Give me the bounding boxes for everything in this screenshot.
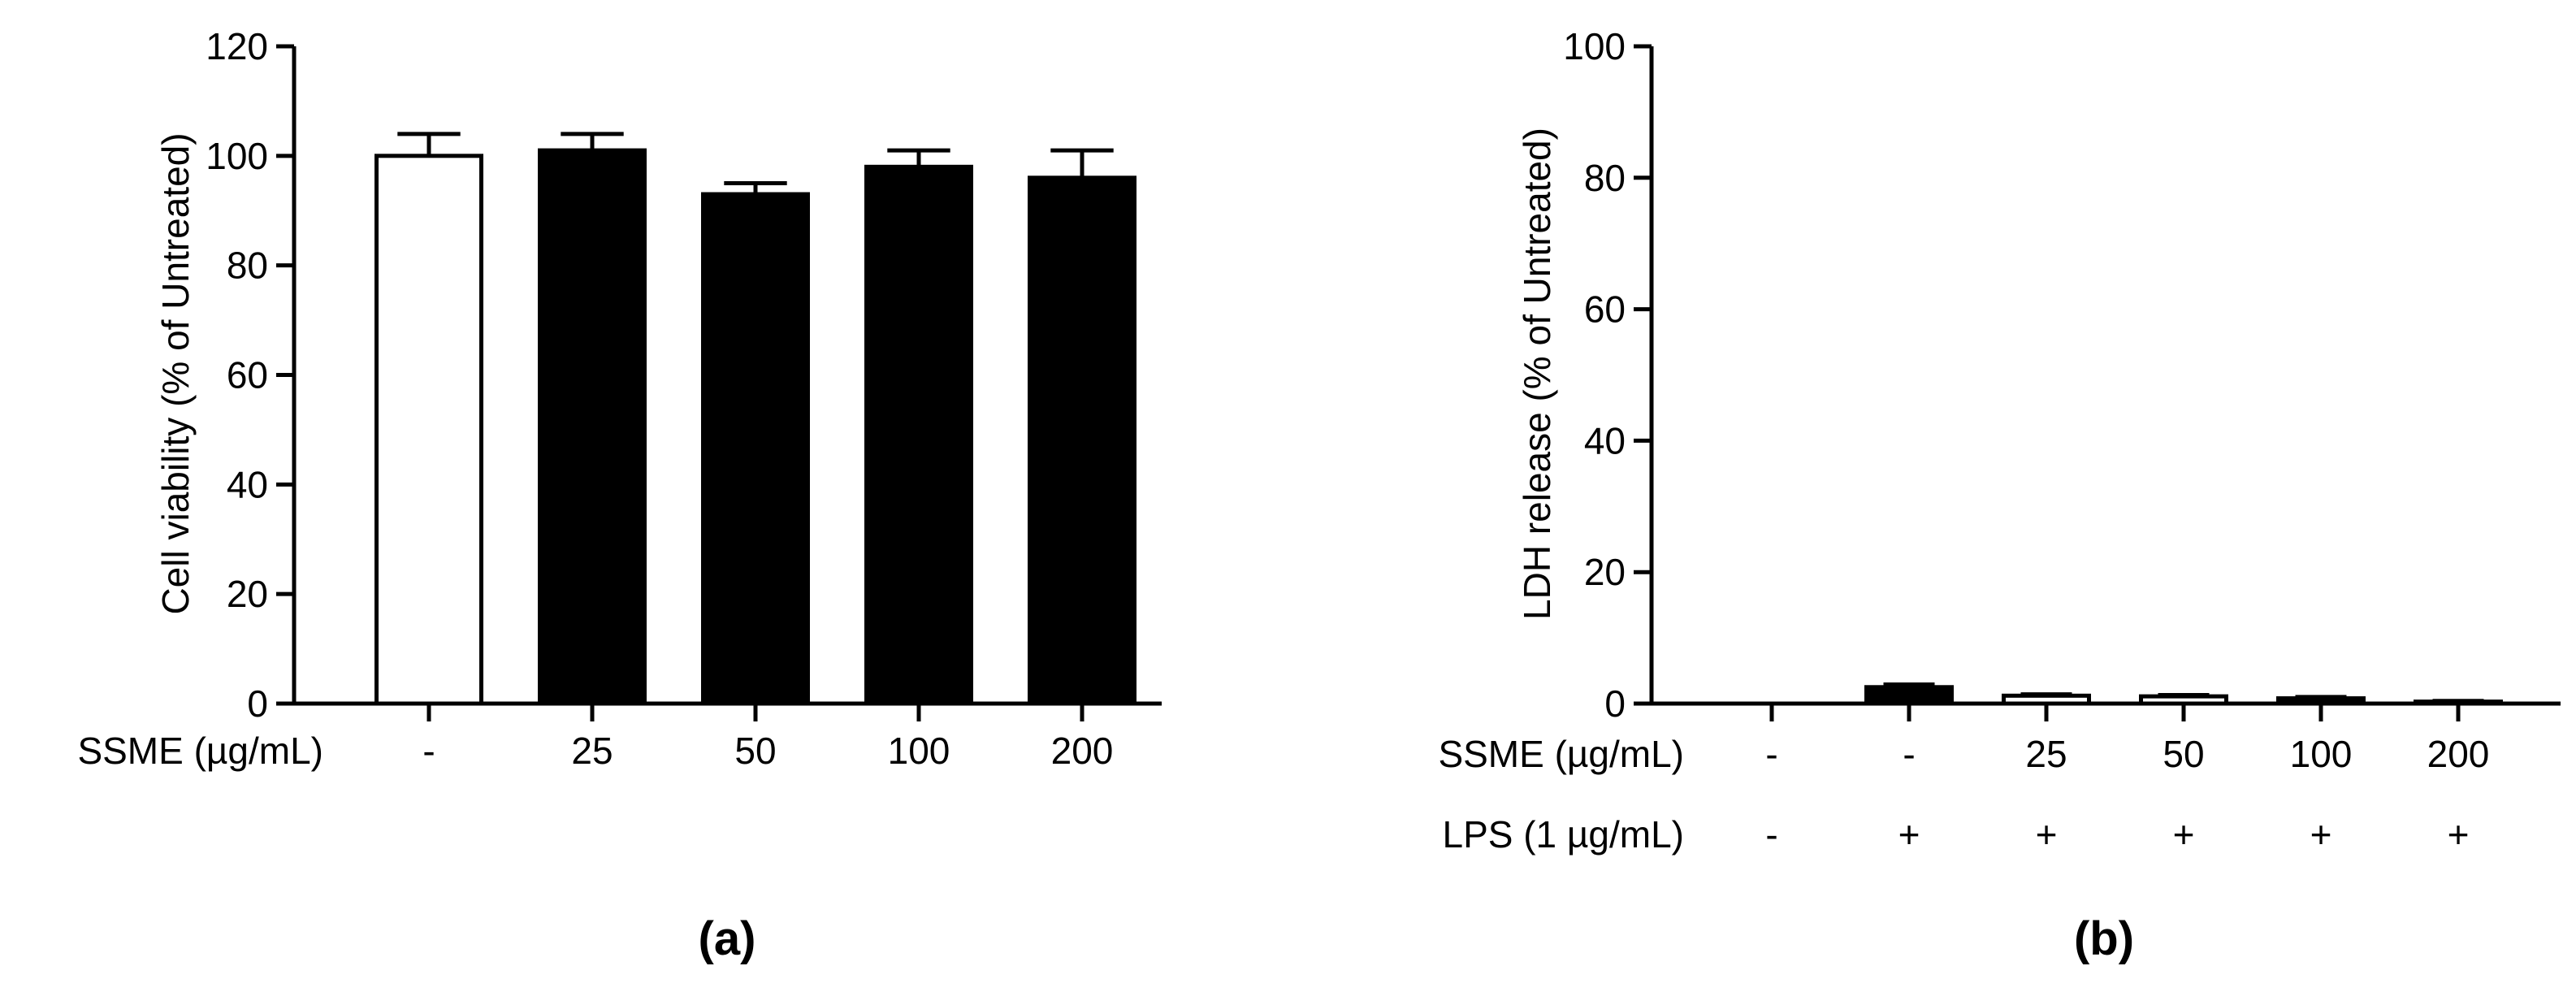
panel-b-label: (b): [2074, 912, 2134, 965]
panel-a-y-axis-title: Cell viability (% of Untreated): [154, 132, 197, 614]
panel-b-bar: [2139, 694, 2228, 706]
panel-b-y-tick-label: 40: [1584, 419, 1626, 461]
panel-b-y-tick-label: 100: [1563, 25, 1626, 67]
panel-b-x-tick-label: 50: [2163, 733, 2204, 775]
panel-b-x-tick-label: 100: [2290, 733, 2353, 775]
panel-a-y-tick-label: 20: [227, 573, 268, 615]
panel-a-x-tick-label: 100: [888, 730, 950, 772]
panel-a-x-tick-label: 25: [571, 730, 613, 772]
panel-b-y-axis-title: LDH release (% of Untreated): [1516, 128, 1558, 620]
panel-a-bar: [701, 192, 810, 706]
panel-b-x-tick-label: +: [2310, 813, 2332, 856]
panel-b-x-tick-label: -: [1903, 733, 1915, 775]
panel-b-x-tick-label: 200: [2427, 733, 2490, 775]
panel-b-row-label: LPS (1 µg/mL): [1443, 813, 1685, 856]
panel-a-x-tick-label: -: [422, 730, 435, 772]
panel-b-chart: LDH release (% of Untreated) (b) 0 20 40 60…: [1438, 25, 2561, 965]
panel-a-bar: [864, 164, 973, 706]
panel-b-y-tick-label: 0: [1604, 682, 1626, 725]
panel-a-y-tick-label: 60: [227, 354, 268, 396]
panel-a-row-label: SSME (µg/mL): [77, 730, 323, 772]
panel-b-y-tick-label: 80: [1584, 157, 1626, 199]
panel-a-y-tick-label: 80: [227, 245, 268, 287]
panel-a-bar: [374, 154, 483, 706]
panel-b-y-tick-label: 20: [1584, 551, 1626, 593]
panel-b-x-tick-label: -: [1765, 733, 1777, 775]
panel-a-y-tick-label: 40: [227, 463, 268, 505]
panel-b-x-tick-label: +: [2448, 813, 2470, 856]
panel-b-bar: [1864, 685, 1954, 706]
panel-a-label: (a): [699, 912, 756, 965]
panel-b-x-tick-label: +: [2173, 813, 2195, 856]
panel-a-y-tick-label: 0: [247, 682, 268, 725]
panel-a-x-tick-label: 50: [734, 730, 776, 772]
panel-a-y-tick-label: 100: [206, 135, 268, 177]
panel-b-y-tick-label: 60: [1584, 288, 1626, 331]
panel-b-bar: [2276, 696, 2366, 706]
panel-b-x-tick-label: -: [1765, 813, 1777, 856]
panel-b-bar: [2002, 693, 2091, 706]
panel-a-y-tick-label: 120: [206, 25, 268, 67]
panel-b-x-tick-label: 25: [2025, 733, 2067, 775]
panel-a-bar: [1028, 175, 1136, 706]
panel-b-x-tick-label: +: [2036, 813, 2058, 856]
panel-b-x-tick-label: +: [1898, 813, 1920, 856]
panel-a-bar: [538, 148, 647, 706]
panel-a-x-tick-label: 200: [1051, 730, 1114, 772]
panel-a-chart: Cell viability (% of Untreated) (a) 0 20 4…: [77, 25, 1162, 965]
panel-b-row-label: SSME (µg/mL): [1438, 733, 1684, 775]
